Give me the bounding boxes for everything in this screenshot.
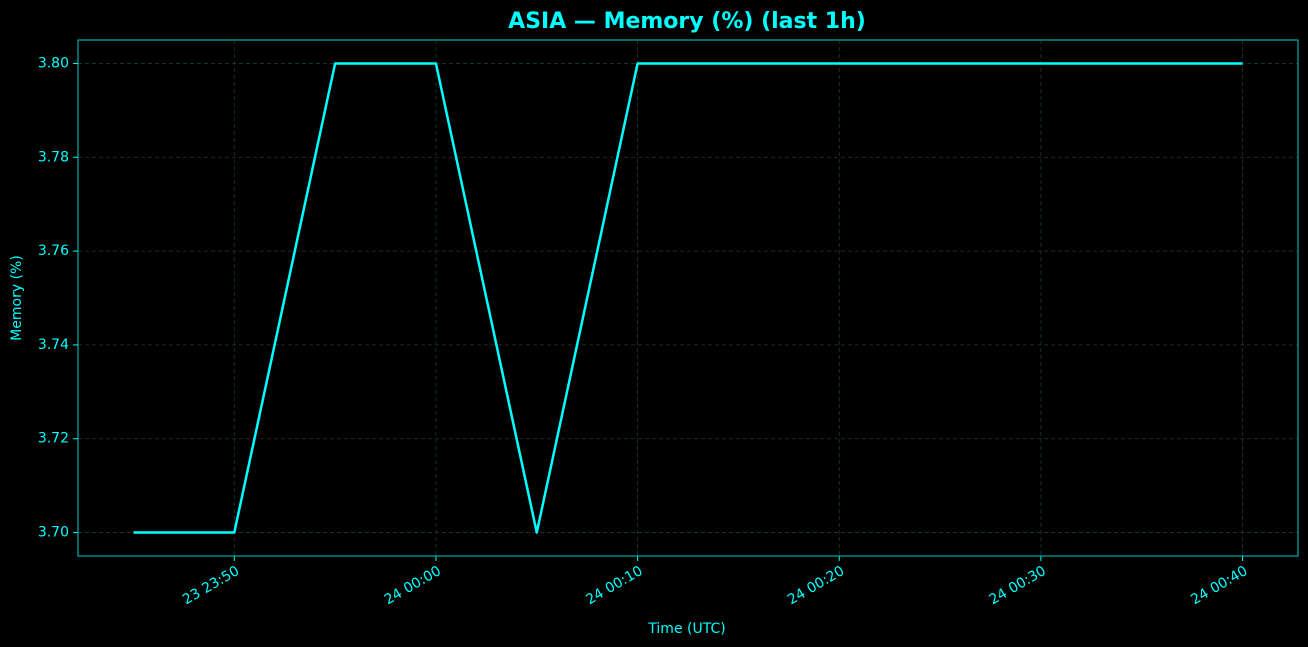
y-axis-label: Memory (%) — [9, 255, 25, 341]
plot-frame — [77, 39, 1299, 557]
y-tick-label: 3.76 — [38, 243, 69, 259]
y-tick-label: 3.80 — [38, 55, 69, 71]
y-tick-label: 3.72 — [38, 431, 69, 447]
y-tick-label: 3.74 — [38, 337, 69, 353]
y-tick-label: 3.78 — [38, 149, 69, 165]
x-axis-label: Time (UTC) — [647, 621, 725, 637]
chart-title: ASIA — Memory (%) (last 1h) — [508, 9, 866, 34]
data-line — [133, 62, 1243, 534]
y-tick-label: 3.70 — [38, 525, 69, 541]
